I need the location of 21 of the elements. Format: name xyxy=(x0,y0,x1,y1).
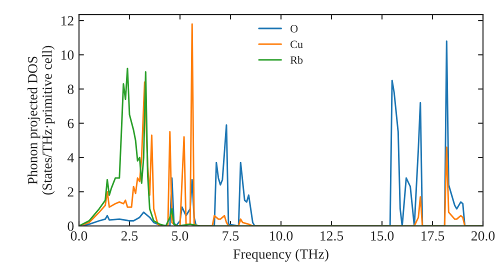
x-tick-label: 5.0 xyxy=(172,231,188,241)
x-tick-label: 15.0 xyxy=(371,231,394,241)
x-tick-label: 10.0 xyxy=(270,231,293,241)
x-tick-label: 7.5 xyxy=(222,231,239,241)
y-tick-label: 8 xyxy=(68,84,74,94)
x-tick-label: 2.5 xyxy=(121,231,138,241)
legend-label: O xyxy=(290,24,298,32)
x-tick-label: 0.0 xyxy=(70,231,88,241)
y-tick-label: 2 xyxy=(68,187,74,197)
y-tick-label: 0 xyxy=(68,222,74,231)
x-tick-label: 12.5 xyxy=(320,231,344,241)
y-tick-label: 6 xyxy=(68,118,74,128)
y-tick-label: 12 xyxy=(61,16,74,26)
y-tick-label: 10 xyxy=(61,50,74,60)
x-axis-title: Frequency (THz) xyxy=(233,248,328,262)
y-tick-label: 4 xyxy=(67,153,74,162)
legend-label: Cu xyxy=(290,40,303,48)
x-tick-label: 20.0 xyxy=(471,231,495,241)
y-axis-title: Phonon projected DOS (States/THz·primitive cell) xyxy=(28,46,55,195)
x-tick-label: 17.5 xyxy=(422,231,444,241)
legend-label: Rb xyxy=(290,56,303,64)
